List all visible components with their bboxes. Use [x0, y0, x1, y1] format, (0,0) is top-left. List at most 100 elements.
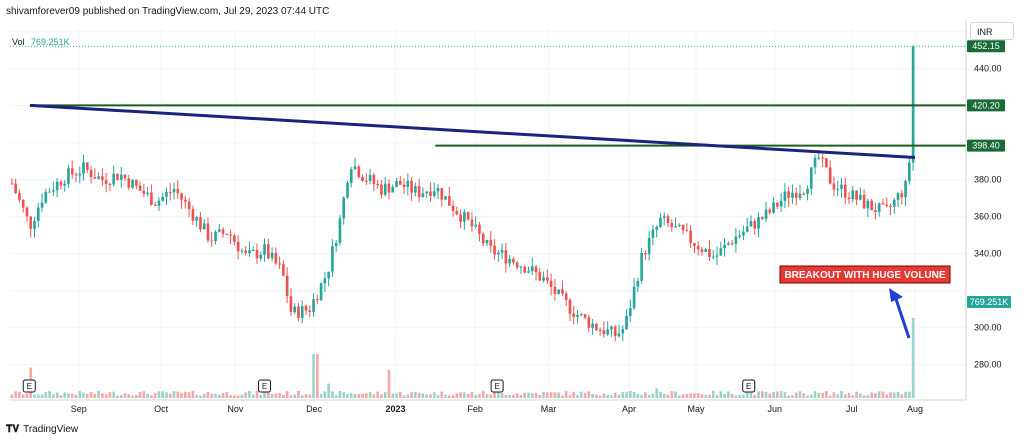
volume-bar [127, 394, 131, 398]
volume-bar [727, 391, 730, 398]
earnings-marker [490, 379, 504, 393]
candle-body [33, 220, 36, 229]
volume-bar [617, 394, 621, 398]
candle-body [131, 180, 134, 188]
volume-bar [123, 393, 127, 398]
x-tick-label: Jun [767, 404, 782, 414]
volume-bar [572, 391, 576, 398]
volume-bar [459, 392, 462, 398]
volume-bar [512, 394, 515, 398]
volume-bar [602, 393, 606, 398]
volume-bar [696, 392, 700, 398]
volume-bar [519, 394, 523, 398]
volume-bar [647, 394, 651, 398]
volume-tag-label: 769.251K [970, 297, 1009, 307]
candle-body [342, 197, 346, 219]
volume-bar [870, 392, 873, 398]
candle-body [316, 299, 319, 301]
candle-body [251, 250, 255, 252]
volume-bar [791, 395, 794, 398]
volume-bar [327, 383, 330, 398]
candle-body [598, 329, 602, 331]
candle-body [617, 333, 621, 337]
volume-bar [451, 395, 455, 398]
candle-body [666, 216, 670, 224]
candle-body [21, 199, 25, 208]
volume-bar [440, 391, 444, 398]
volume-bar [745, 392, 749, 398]
candle-body [93, 177, 97, 179]
candle-body [217, 229, 221, 232]
volume-bar [334, 395, 338, 398]
candle-body [764, 209, 768, 219]
volume-bar [180, 392, 183, 398]
volume-bar [248, 391, 251, 398]
earnings-marker [742, 379, 756, 393]
volume-bar [504, 395, 508, 398]
volume-bar [349, 393, 353, 398]
volume-bar [787, 395, 790, 398]
volume-bar [836, 394, 840, 398]
candle-body [444, 196, 447, 200]
candle-body [142, 190, 146, 194]
volume-bar [896, 391, 900, 398]
volume-bar [534, 393, 538, 398]
volume-bar [557, 392, 560, 398]
volume-bar [666, 394, 670, 398]
x-tick-label: Apr [622, 404, 636, 414]
candle-body [327, 271, 330, 279]
candle-body [195, 217, 198, 221]
volume-bar [55, 392, 59, 398]
candle-body [523, 266, 527, 273]
candle-body [463, 211, 466, 222]
publisher-header: shivamforever09 published on TradingView… [6, 6, 330, 17]
volume-bar [52, 394, 55, 398]
level-tag [967, 40, 1005, 53]
volume-bar [911, 318, 915, 398]
candle-body [809, 167, 813, 189]
candle-body [583, 314, 587, 318]
volume-bar [225, 392, 229, 398]
volume-bar [131, 395, 134, 398]
tradingview-brand: TradingView [23, 424, 79, 435]
candle-body [738, 235, 741, 237]
candle-body [282, 264, 285, 276]
candle-body [568, 299, 572, 314]
volume-bar [651, 393, 655, 398]
candle-body [489, 239, 493, 246]
volume-value: 769.251K [31, 37, 70, 47]
volume-bar [157, 391, 161, 398]
volume-bar [855, 391, 858, 398]
candle-body [349, 169, 353, 183]
volume-bar [802, 393, 806, 398]
candle-body [410, 180, 413, 193]
volume-bar [546, 392, 549, 398]
volume-bar [693, 393, 696, 398]
volume-bar [202, 393, 206, 398]
candle-body [817, 157, 821, 159]
candle-body [398, 180, 402, 185]
volume-bar [429, 394, 432, 398]
candle-body [387, 183, 391, 193]
volume-bar [760, 391, 764, 398]
volume-bar [508, 394, 511, 398]
volume-bar [764, 391, 768, 398]
volume-bar [742, 394, 745, 398]
volume-bar [108, 392, 112, 398]
currency-selector[interactable]: INR [970, 22, 1014, 40]
volume-bar [93, 393, 97, 398]
volume-bar [176, 391, 180, 398]
volume-bar [278, 393, 281, 398]
candle-body [485, 239, 489, 244]
volume-legend: Vol 769.251K [12, 37, 70, 47]
candle-body [127, 178, 131, 188]
volume-bar [583, 392, 587, 398]
candle-body [153, 204, 157, 206]
candle-body [259, 254, 263, 259]
candle-body [36, 207, 40, 221]
volume-bar [708, 394, 711, 398]
volume-bar [538, 395, 542, 398]
candle-body [425, 191, 428, 194]
candle-body [338, 218, 342, 243]
